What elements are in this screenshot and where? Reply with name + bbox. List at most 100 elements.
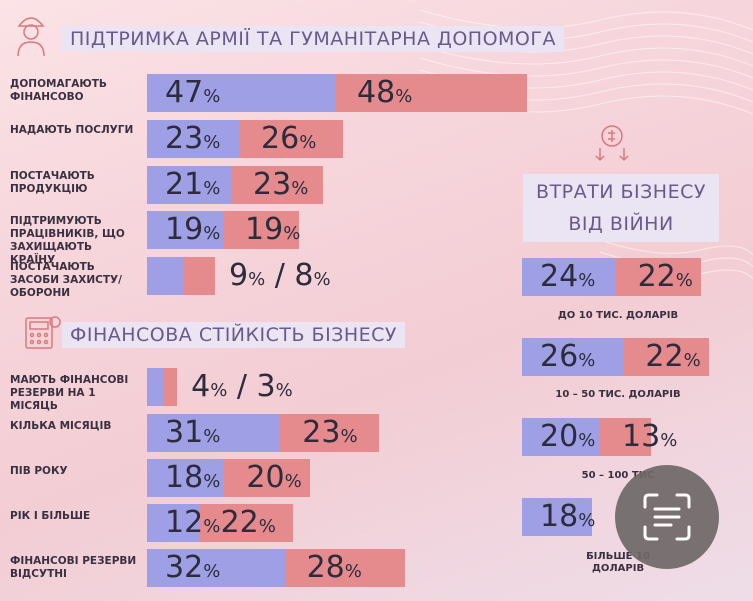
blue-value-label-value: 18 xyxy=(540,499,579,534)
red-value-label: 28% xyxy=(307,549,362,587)
loss-row-label-line: 50 – 100 ТИС xyxy=(581,470,655,481)
blue-value-label-value: 9 xyxy=(229,258,249,293)
red-value-label: 22% xyxy=(645,338,700,376)
bar-blue xyxy=(147,120,239,158)
red-value-label: 8% xyxy=(294,258,330,293)
slash-separator: / xyxy=(227,369,257,404)
blue-value-label: 12% xyxy=(165,504,220,542)
blue-value-label-value: 19 xyxy=(165,212,204,247)
blue-value-label: 23% xyxy=(165,120,220,158)
bar-blue xyxy=(147,504,199,542)
row-label: РІК І БІЛЬШЕ xyxy=(10,510,91,522)
red-value-label-unit: % xyxy=(344,561,362,582)
blue-value-label-unit: % xyxy=(203,132,221,153)
business-losses-title-line1: ВТРАТИ БІЗНЕСУ xyxy=(536,181,706,203)
red-value-label-unit: % xyxy=(313,269,331,290)
blue-value-label: 20% xyxy=(540,418,595,456)
red-value-label-unit: % xyxy=(660,430,678,451)
loss-row-label-line: БІЛЬШЕ 10 xyxy=(586,551,650,562)
bar-blue xyxy=(147,257,183,295)
blue-value-label: 26% xyxy=(540,338,595,376)
blue-value-label-value: 21 xyxy=(165,167,204,202)
red-value-label-value: 3 xyxy=(256,369,276,404)
red-value-label-value: 22 xyxy=(645,339,684,374)
blue-value-label-value: 20 xyxy=(540,419,579,454)
blue-value-label: 32% xyxy=(165,549,220,587)
financial-resilience-title: ФІНАНСОВА СТІЙКІСТЬ БІЗНЕСУ xyxy=(62,322,406,348)
row-label: ПІВ РОКУ xyxy=(10,465,68,477)
blue-value-label-unit: % xyxy=(203,178,221,199)
bar-red xyxy=(615,258,702,296)
slash-separator: / xyxy=(265,258,295,293)
blue-value-label-value: 24 xyxy=(540,259,579,294)
blue-value-label-value: 12 xyxy=(165,505,204,540)
bar-blue xyxy=(147,549,285,587)
bar-blue xyxy=(522,418,600,456)
blue-value-label-value: 4 xyxy=(191,369,211,404)
text-scan-button[interactable] xyxy=(615,465,719,569)
army-support-title: ПІДТРИМКА АРМІЇ ТА ГУМАНІТАРНА ДОПОМОГА xyxy=(62,26,564,52)
red-value-label: 19% xyxy=(245,211,300,249)
blue-value-label-unit: % xyxy=(210,380,228,401)
red-value-label: 20% xyxy=(246,459,301,497)
bar-red xyxy=(183,257,215,295)
blue-value-label-value: 23 xyxy=(165,121,204,156)
row-label: ФІНАНСОВІ РЕЗЕРВИ ВІДСУТНІ xyxy=(10,555,137,580)
blue-value-label: 47% xyxy=(165,74,220,112)
red-value-label: 3% xyxy=(256,369,292,404)
bar-blue xyxy=(147,459,225,497)
blue-value-label: 19% xyxy=(165,211,220,249)
red-value-label-unit: % xyxy=(683,350,701,371)
bar-red xyxy=(231,166,323,204)
bar-red xyxy=(164,368,178,406)
bar-red xyxy=(198,504,294,542)
row-label: НАДАЮТЬ ПОСЛУГИ xyxy=(10,124,134,136)
blue-value-label-unit: % xyxy=(578,270,596,291)
blue-value-label-value: 31 xyxy=(165,415,204,450)
blue-value-label-unit: % xyxy=(578,430,596,451)
red-value-label: 48% xyxy=(357,74,412,112)
bar-blue xyxy=(147,166,231,204)
bar-red xyxy=(623,338,710,376)
red-value-label: 22% xyxy=(221,504,276,542)
blue-value-label: 31% xyxy=(165,414,220,452)
bar-blue xyxy=(522,338,624,376)
red-value-label: 23% xyxy=(253,166,308,204)
red-value-label-unit: % xyxy=(275,380,293,401)
bar-red xyxy=(280,414,380,452)
loss-row-label: 50 – 100 ТИС xyxy=(518,470,718,482)
loss-row-label-line2: ДОЛАРІВ xyxy=(591,563,645,574)
row-label: ДОПОМАГАЮТЬ ФІНАНСОВО xyxy=(10,78,107,103)
red-value-label: 26% xyxy=(261,120,316,158)
red-value-label-unit: % xyxy=(284,471,302,492)
bar-red xyxy=(223,211,299,249)
loss-row-label-line: ДО 10 ТИС. ДОЛАРІВ xyxy=(557,310,679,321)
red-value-label: 23% xyxy=(302,414,357,452)
red-value-label-value: 13 xyxy=(622,419,661,454)
red-value-label-value: 48 xyxy=(357,75,396,110)
blue-value-label-unit: % xyxy=(578,350,596,371)
blue-value-label: 24% xyxy=(540,258,595,296)
bar-blue xyxy=(522,498,593,536)
blue-value-label: 18% xyxy=(540,498,595,536)
bar-blue xyxy=(522,258,616,296)
red-value-label-unit: % xyxy=(340,426,358,447)
red-value-label-value: 22 xyxy=(220,505,259,540)
bar-blue xyxy=(147,74,335,112)
red-value-label-value: 23 xyxy=(302,415,341,450)
bar-red xyxy=(224,459,311,497)
blue-value-label-unit: % xyxy=(203,516,221,537)
blue-value-label-value: 47 xyxy=(165,75,204,110)
red-value-label-unit: % xyxy=(299,132,317,153)
blue-value-label-value: 26 xyxy=(540,339,579,374)
loss-row-label: БІЛЬШЕ 10 ДОЛАРІВ xyxy=(518,551,718,575)
blue-value-label: 18% xyxy=(165,459,220,497)
red-value-label-unit: % xyxy=(258,516,276,537)
bar-blue xyxy=(147,414,281,452)
blue-value-label-unit: % xyxy=(578,510,596,531)
red-value-label-value: 22 xyxy=(637,259,676,294)
red-value-label-unit: % xyxy=(675,270,693,291)
red-value-label-unit: % xyxy=(283,223,301,244)
bar-red xyxy=(284,549,405,587)
bar-red xyxy=(239,120,343,158)
